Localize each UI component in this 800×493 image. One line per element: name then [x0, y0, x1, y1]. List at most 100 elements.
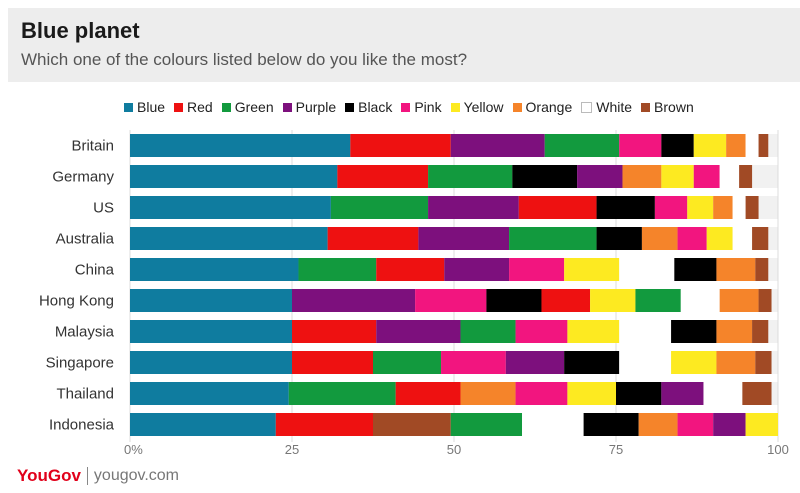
legend-label-blue: Blue: [137, 99, 166, 115]
legend-swatch-purple: [282, 102, 292, 112]
x-tick-label: 50: [447, 442, 461, 457]
bar-segment-britain-green: [544, 134, 620, 157]
bar-segment-singapore-green: [373, 351, 442, 374]
bar-segment-us-green: [330, 196, 429, 219]
bar-segment-malaysia-orange: [716, 320, 753, 343]
legend-item-yellow: Yellow: [450, 99, 504, 115]
bar-segment-germany-blue: [130, 165, 338, 188]
bar-segment-thailand-yellow: [567, 382, 616, 405]
bar-segment-indonesia-white: [522, 413, 584, 436]
legend-item-purple: Purple: [282, 99, 337, 115]
bar-segment-china-blue: [130, 258, 299, 281]
bar-segment-china-red: [376, 258, 445, 281]
bar-segment-china-green: [298, 258, 377, 281]
chart-legend: Blue Red Green Purple Black Pink Yellow Orange W…: [124, 99, 703, 115]
x-tick-label: 75: [609, 442, 623, 457]
bar-segment-china-yellow: [564, 258, 620, 281]
bar-segment-indonesia-red: [275, 413, 373, 436]
bar-segment-hong-kong-purple: [292, 289, 416, 312]
bar-segment-britain-yellow: [693, 134, 727, 157]
x-tick-label: 25: [285, 442, 299, 457]
legend-label-purple: Purple: [295, 99, 337, 115]
legend-item-orange: Orange: [512, 99, 573, 115]
bar-segment-hong-kong-orange: [719, 289, 759, 312]
bar-segment-hong-kong-red: [541, 289, 591, 312]
legend-label-red: Red: [187, 99, 213, 115]
row-label: US: [93, 200, 114, 217]
bar-segment-us-red: [518, 196, 597, 219]
bar-segment-hong-kong-green: [635, 289, 681, 312]
chart-subtitle: Which one of the colours listed below do…: [21, 50, 468, 69]
bar-segment-britain-red: [350, 134, 451, 157]
row-label: China: [75, 262, 115, 279]
bar-segment-germany-pink: [693, 165, 720, 188]
legend-label-orange: Orange: [525, 99, 573, 115]
chart-title: Blue planet: [21, 18, 140, 43]
legend-label-black: Black: [358, 99, 393, 115]
bar-segment-australia-green: [509, 227, 597, 250]
bar-segment-malaysia-white: [619, 320, 672, 343]
legend-item-green: Green: [221, 99, 274, 115]
bar-segment-malaysia-purple: [376, 320, 461, 343]
bar-segment-australia-orange: [641, 227, 678, 250]
bar-segment-germany-white: [719, 165, 740, 188]
bar-segment-us-white: [732, 196, 746, 219]
bar-segment-us-blue: [130, 196, 331, 219]
legend-label-green: Green: [234, 99, 274, 115]
bar-segment-australia-purple: [418, 227, 510, 250]
bar-segment-malaysia-pink: [515, 320, 568, 343]
legend-label-brown: Brown: [654, 99, 694, 115]
row-label: Singapore: [46, 355, 114, 372]
legend-item-brown: Brown: [641, 99, 694, 115]
bar-segment-singapore-purple: [505, 351, 565, 374]
bar-segment-singapore-brown: [755, 351, 772, 374]
x-tick-label: 100: [767, 442, 789, 457]
bar-segment-germany-orange: [622, 165, 662, 188]
bar-segment-indonesia-purple: [713, 413, 746, 436]
chart-header: Blue planet Which one of the colours lis…: [8, 8, 800, 82]
bar-segment-hong-kong-blue: [130, 289, 292, 312]
row-label: Indonesia: [49, 417, 115, 434]
bar-segment-thailand-orange: [460, 382, 516, 405]
bar-segment-thailand-blue: [130, 382, 289, 405]
bar-segment-indonesia-brown: [373, 413, 451, 436]
row-label: Australia: [56, 231, 115, 248]
footer: YouGov yougov.com: [17, 466, 179, 486]
yougov-logo: YouGov: [17, 466, 81, 485]
bar-segment-australia-red: [327, 227, 419, 250]
bar-segment-britain-white: [745, 134, 759, 157]
bar-segment-britain-brown: [758, 134, 769, 157]
legend-swatch-black: [345, 102, 355, 112]
bar-segment-malaysia-yellow: [567, 320, 620, 343]
bar-segment-thailand-red: [395, 382, 461, 405]
bar-segment-indonesia-pink: [677, 413, 714, 436]
bar-segment-hong-kong-black: [486, 289, 542, 312]
legend-swatch-yellow: [450, 102, 460, 112]
bar-segment-us-yellow: [687, 196, 714, 219]
bar-segment-indonesia-orange: [638, 413, 678, 436]
bar-segment-us-black: [596, 196, 655, 219]
site-link[interactable]: yougov.com: [93, 467, 179, 484]
legend-item-white: White: [581, 99, 632, 115]
bar-segment-germany-yellow: [661, 165, 694, 188]
legend-item-pink: Pink: [401, 99, 442, 115]
bar-segment-malaysia-brown: [752, 320, 769, 343]
bar-segment-malaysia-black: [671, 320, 717, 343]
bar-segment-britain-pink: [619, 134, 662, 157]
bar-segment-indonesia-yellow: [745, 413, 778, 436]
bar-segment-australia-blue: [130, 227, 328, 250]
row-label: Malaysia: [55, 324, 115, 341]
bar-segment-indonesia-blue: [130, 413, 276, 436]
bar-segment-china-orange: [716, 258, 756, 281]
bar-segment-indonesia-black: [583, 413, 639, 436]
bar-segment-singapore-blue: [130, 351, 292, 374]
bar-segment-china-black: [674, 258, 717, 281]
bar-segment-thailand-brown: [742, 382, 772, 405]
legend-item-black: Black: [345, 99, 392, 115]
bar-segment-us-brown: [745, 196, 759, 219]
legend-item-red: Red: [174, 99, 213, 115]
bar-segment-china-brown: [755, 258, 769, 281]
legend-swatch-green: [221, 102, 231, 112]
legend-swatch-orange: [512, 102, 522, 112]
legend-label-yellow: Yellow: [463, 99, 504, 115]
